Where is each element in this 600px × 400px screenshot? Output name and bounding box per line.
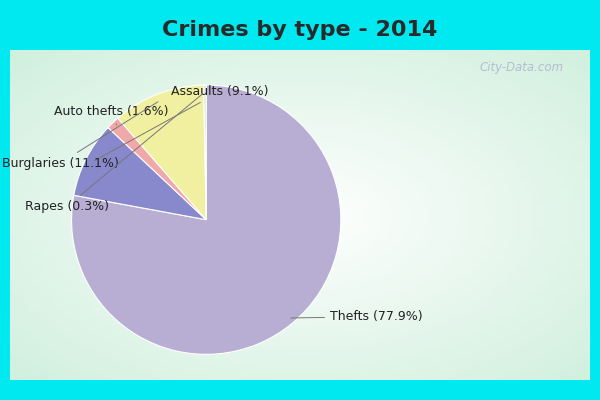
Wedge shape <box>74 128 206 220</box>
Text: Assaults (9.1%): Assaults (9.1%) <box>94 85 268 161</box>
Text: Crimes by type - 2014: Crimes by type - 2014 <box>163 20 437 40</box>
Text: Burglaries (11.1%): Burglaries (11.1%) <box>2 102 158 170</box>
Text: Thefts (77.9%): Thefts (77.9%) <box>291 310 422 323</box>
Wedge shape <box>71 85 341 354</box>
Wedge shape <box>203 85 206 220</box>
Text: Auto thefts (1.6%): Auto thefts (1.6%) <box>54 106 169 125</box>
Wedge shape <box>108 118 206 220</box>
Wedge shape <box>118 85 206 220</box>
Text: City-Data.com: City-Data.com <box>480 62 564 74</box>
Text: Rapes (0.3%): Rapes (0.3%) <box>25 94 203 213</box>
